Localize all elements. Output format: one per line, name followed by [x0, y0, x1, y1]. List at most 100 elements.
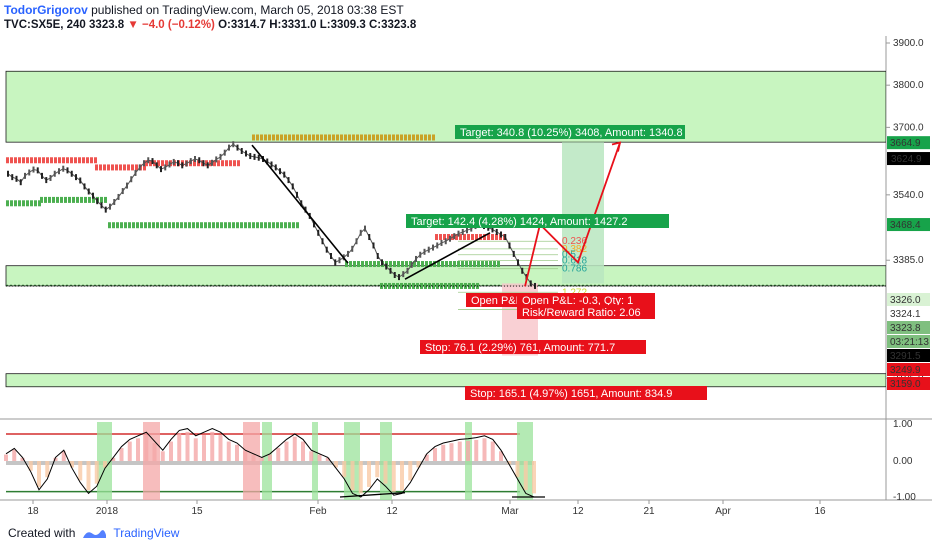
- green-band-dot: [192, 222, 195, 229]
- risk-reward-label: Risk/Reward Ratio: 2.06: [517, 305, 655, 319]
- green-band-dot: [228, 222, 231, 229]
- gold-band-dot: [260, 134, 263, 141]
- green-band-dot: [461, 261, 464, 268]
- green-band-dot: [240, 222, 243, 229]
- green-band-dot: [489, 261, 492, 268]
- green-band-dot: [405, 261, 408, 268]
- indicator-bar: [86, 461, 91, 491]
- trend-line-up: [404, 232, 491, 280]
- indicator-bar: [251, 454, 256, 461]
- green-band-dot: [413, 261, 416, 268]
- price-tag-label: 3468.4: [890, 220, 921, 231]
- red-band-dot: [119, 164, 122, 171]
- green-band-dot: [176, 222, 179, 229]
- green-band-dot: [224, 222, 227, 229]
- indicator-bar: [474, 439, 479, 461]
- green-band-dot: [473, 261, 476, 268]
- indicator-bar: [45, 461, 50, 478]
- tradingview-brand-link[interactable]: TradingView: [113, 526, 180, 540]
- chart-header: TodorGrigorov published on TradingView.c…: [4, 3, 416, 33]
- indicator-bar: [383, 461, 388, 484]
- indicator-bar: [276, 448, 281, 461]
- y-tick-label: 3624.9: [891, 154, 922, 165]
- red-band-dot: [14, 157, 17, 164]
- green-band-dot: [477, 261, 480, 268]
- green-band-dot: [64, 196, 67, 203]
- red-band-dot: [50, 157, 53, 164]
- risk-reward-label-bg: [517, 305, 655, 319]
- green-band-dot: [164, 222, 167, 229]
- indicator-bar: [177, 433, 182, 461]
- publish-info: published on TradingView.com, March 05, …: [91, 3, 404, 17]
- indicator-tick-label: 0.00: [893, 456, 913, 467]
- gold-band-dot: [328, 134, 331, 141]
- green-band-dot: [288, 222, 291, 229]
- green-band-dot: [424, 282, 427, 289]
- green-band-dot: [120, 222, 123, 229]
- last-price: 3323.8: [89, 19, 125, 31]
- symbol[interactable]: TVC:SX5E, 240: [4, 19, 86, 31]
- red-band-dot: [205, 160, 208, 167]
- green-band-dot: [116, 222, 119, 229]
- gold-band-dot: [276, 134, 279, 141]
- red-band-2-dot: [455, 234, 458, 241]
- indicator-bar: [268, 454, 272, 461]
- indicator-bar: [499, 451, 503, 461]
- red-band-dot: [143, 164, 146, 171]
- green-band-dot: [369, 261, 372, 268]
- green-band-dot: [449, 261, 452, 268]
- fib-label: 0.236: [562, 236, 587, 247]
- green-band-dot: [26, 200, 29, 207]
- red-band-dot: [217, 160, 220, 167]
- green-band-dot: [260, 222, 263, 229]
- green-band-dot: [401, 261, 404, 268]
- green-band-dot: [357, 261, 360, 268]
- red-band-dot: [82, 157, 85, 164]
- red-band-dot: [135, 164, 138, 171]
- gold-band-dot: [376, 134, 379, 141]
- green-band-dot: [429, 261, 432, 268]
- red-band-dot: [42, 157, 45, 164]
- open-pl-label-bg: [517, 293, 655, 307]
- green-band-dot: [80, 196, 83, 203]
- gold-band-dot: [332, 134, 335, 141]
- green-band-dot: [30, 200, 33, 207]
- x-tick-label: Apr: [715, 506, 731, 517]
- red-band-2-dot: [447, 234, 450, 241]
- gold-band-dot: [400, 134, 403, 141]
- gold-band-dot: [396, 134, 399, 141]
- red-band-dot: [193, 160, 196, 167]
- green-band-dot: [112, 222, 115, 229]
- indicator-bar: [226, 441, 231, 461]
- indicator-bar: [515, 461, 520, 478]
- green-band-dot: [216, 222, 219, 229]
- red-band-dot: [58, 157, 61, 164]
- x-tick-label: 15: [191, 506, 203, 517]
- green-band-dot: [244, 222, 247, 229]
- indicator-bar: [301, 441, 305, 461]
- green-band-dot: [38, 200, 41, 207]
- indicator-bar: [317, 454, 322, 461]
- projection-arrow-head: [611, 141, 622, 152]
- red-band-dot: [6, 157, 9, 164]
- green-band-dot: [408, 282, 411, 289]
- indicator-bar: [4, 454, 8, 461]
- projection-arrow-path: [524, 142, 621, 287]
- green-band-dot: [384, 282, 387, 289]
- price-tag-bg: [887, 136, 930, 150]
- red-band-2-dot: [495, 234, 498, 241]
- green-band-dot: [256, 222, 259, 229]
- red-band-dot: [237, 160, 240, 167]
- gold-band-dot: [360, 134, 363, 141]
- zone-1: [5, 265, 886, 287]
- indicator-bar: [218, 435, 223, 461]
- green-band-dot: [248, 222, 251, 229]
- indicator-bar: [70, 461, 74, 468]
- author-link[interactable]: TodorGrigorov: [4, 3, 88, 17]
- price-tag-label: 3291.5: [890, 351, 921, 362]
- green-band-dot: [22, 200, 25, 207]
- tradingview-logo-icon: [83, 530, 107, 538]
- red-band-2-dot: [467, 234, 470, 241]
- indicator-bar: [408, 461, 413, 481]
